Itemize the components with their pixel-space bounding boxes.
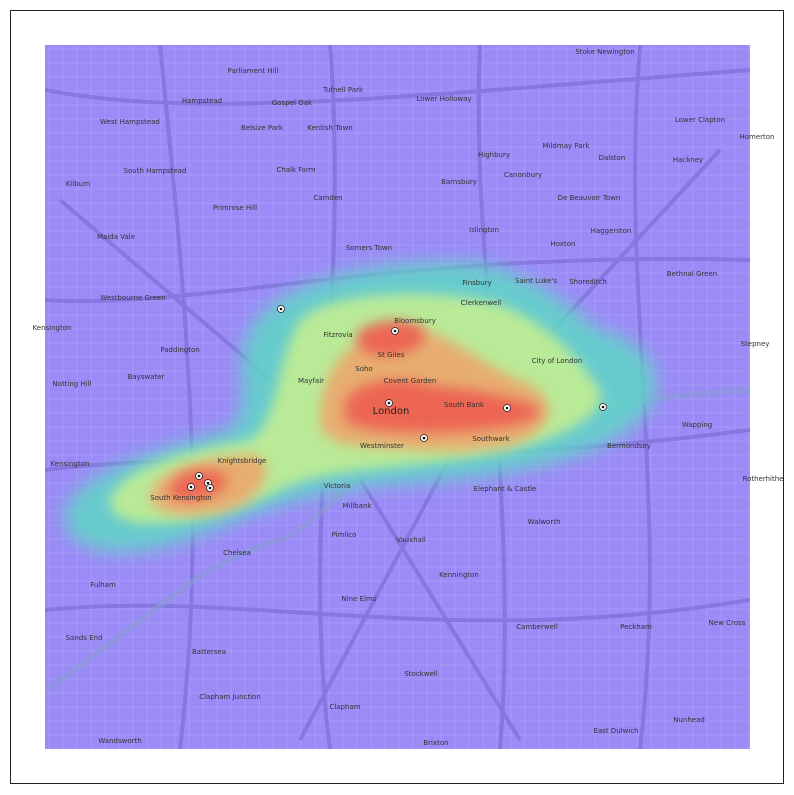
place-label: Pimlico bbox=[332, 531, 357, 539]
place-label: Stepney bbox=[741, 340, 770, 348]
place-label: Parliament Hill bbox=[228, 67, 279, 75]
place-label: Belsize Park bbox=[241, 124, 284, 132]
place-label: Shoreditch bbox=[569, 278, 607, 286]
place-label: Kennington bbox=[439, 571, 479, 579]
place-label: Chelsea bbox=[223, 549, 251, 557]
map-marker-dot bbox=[189, 485, 193, 489]
place-label: Nine Elms bbox=[342, 595, 377, 603]
place-label: Clapham Junction bbox=[199, 693, 261, 701]
map-marker-dot bbox=[393, 329, 397, 333]
place-label: Gospel Oak bbox=[272, 99, 313, 107]
place-label: Lower Holloway bbox=[416, 95, 471, 103]
place-label: Knightsbridge bbox=[218, 457, 267, 465]
place-label: Sands End bbox=[66, 634, 103, 642]
place-label: Rotherhithe bbox=[743, 475, 784, 483]
place-label: Bloomsbury bbox=[394, 317, 436, 325]
place-label: Finsbury bbox=[462, 279, 491, 287]
place-label: East Dulwich bbox=[593, 727, 638, 735]
place-label: Paddington bbox=[160, 346, 199, 354]
place-label: Nunhead bbox=[673, 716, 705, 724]
place-label: Chalk Farm bbox=[276, 166, 315, 174]
place-label: Camberwell bbox=[516, 623, 558, 631]
place-label: Kensington bbox=[33, 324, 72, 332]
place-label: Covent Garden bbox=[384, 377, 437, 385]
place-label: Homerton bbox=[739, 133, 774, 141]
place-label: Battersea bbox=[192, 648, 226, 656]
map-marker-dot bbox=[387, 401, 391, 405]
place-label: Fitzrovia bbox=[323, 331, 352, 339]
place-label: Clapham bbox=[329, 703, 360, 711]
place-label: Camden bbox=[313, 194, 342, 202]
place-label: Islington bbox=[469, 226, 499, 234]
place-label: Bayswater bbox=[128, 373, 165, 381]
place-label: Tufnell Park bbox=[322, 86, 364, 94]
map-marker-dot bbox=[206, 481, 210, 485]
place-label: Notting Hill bbox=[52, 380, 91, 388]
place-label: Primrose Hill bbox=[213, 204, 257, 212]
place-label: Saint Luke's bbox=[515, 277, 557, 285]
place-label: Peckham bbox=[620, 623, 652, 631]
city-label: London bbox=[373, 406, 410, 417]
place-label: Canonbury bbox=[504, 171, 542, 179]
place-label: West Hampstead bbox=[100, 118, 160, 126]
map-marker-dot bbox=[505, 406, 509, 410]
map-marker-dot bbox=[279, 307, 283, 311]
place-label: Kilburn bbox=[66, 180, 91, 188]
place-label: Mildmay Park bbox=[543, 142, 591, 150]
place-label: Kensington bbox=[51, 460, 90, 468]
place-label: South Kensington bbox=[150, 494, 212, 502]
place-label: Hampstead bbox=[182, 97, 222, 105]
place-label: Somers Town bbox=[346, 244, 392, 252]
place-label: Clerkenwell bbox=[461, 299, 502, 307]
place-label: Wandsworth bbox=[98, 737, 141, 745]
place-label: New Cross bbox=[709, 619, 746, 627]
map-marker-dot bbox=[601, 405, 605, 409]
place-label: Stoke Newington bbox=[575, 48, 634, 56]
place-label: Hackney bbox=[673, 156, 703, 164]
place-labels: Stoke Newington West Hampstead Hampstead Go… bbox=[33, 48, 784, 747]
place-label: Mayfair bbox=[298, 377, 324, 385]
place-label: Brixton bbox=[423, 739, 448, 747]
place-label: Haggerston bbox=[591, 227, 632, 235]
place-label: Highbury bbox=[478, 151, 510, 159]
place-label: Kentish Town bbox=[307, 124, 353, 132]
map-marker-dot bbox=[197, 474, 201, 478]
map-marker-dot bbox=[422, 436, 426, 440]
place-label: City of London bbox=[532, 357, 583, 365]
place-label: Southwark bbox=[472, 435, 510, 443]
place-label: South Bank bbox=[444, 401, 485, 409]
markers bbox=[187, 305, 607, 492]
heat-layer bbox=[64, 261, 657, 553]
place-label: Westminster bbox=[360, 442, 404, 450]
place-label: Elephant & Castle bbox=[474, 485, 537, 493]
place-label: Millbank bbox=[342, 502, 372, 510]
place-label: Wapping bbox=[682, 421, 712, 429]
place-label: Victoria bbox=[324, 482, 351, 490]
place-label: Vauxhall bbox=[396, 536, 426, 544]
place-label: Hoxton bbox=[551, 240, 576, 248]
place-label: Dalston bbox=[599, 154, 626, 162]
place-label: Westbourne Green bbox=[100, 294, 165, 302]
place-label: Stockwell bbox=[404, 670, 437, 678]
place-label: Barnsbury bbox=[441, 178, 477, 186]
place-label: Bermondsey bbox=[607, 442, 651, 450]
place-label: St Giles bbox=[378, 351, 405, 359]
place-label: Walworth bbox=[528, 518, 561, 526]
place-label: Bethnal Green bbox=[667, 270, 717, 278]
place-label: Soho bbox=[355, 365, 372, 373]
map-marker-dot bbox=[208, 486, 212, 490]
place-label: Maida Vale bbox=[97, 233, 135, 241]
place-label: Fulham bbox=[90, 581, 116, 589]
place-label: De Beauvoir Town bbox=[558, 194, 621, 202]
place-label: South Hampstead bbox=[124, 167, 187, 175]
place-label: Lower Clapton bbox=[675, 116, 725, 124]
